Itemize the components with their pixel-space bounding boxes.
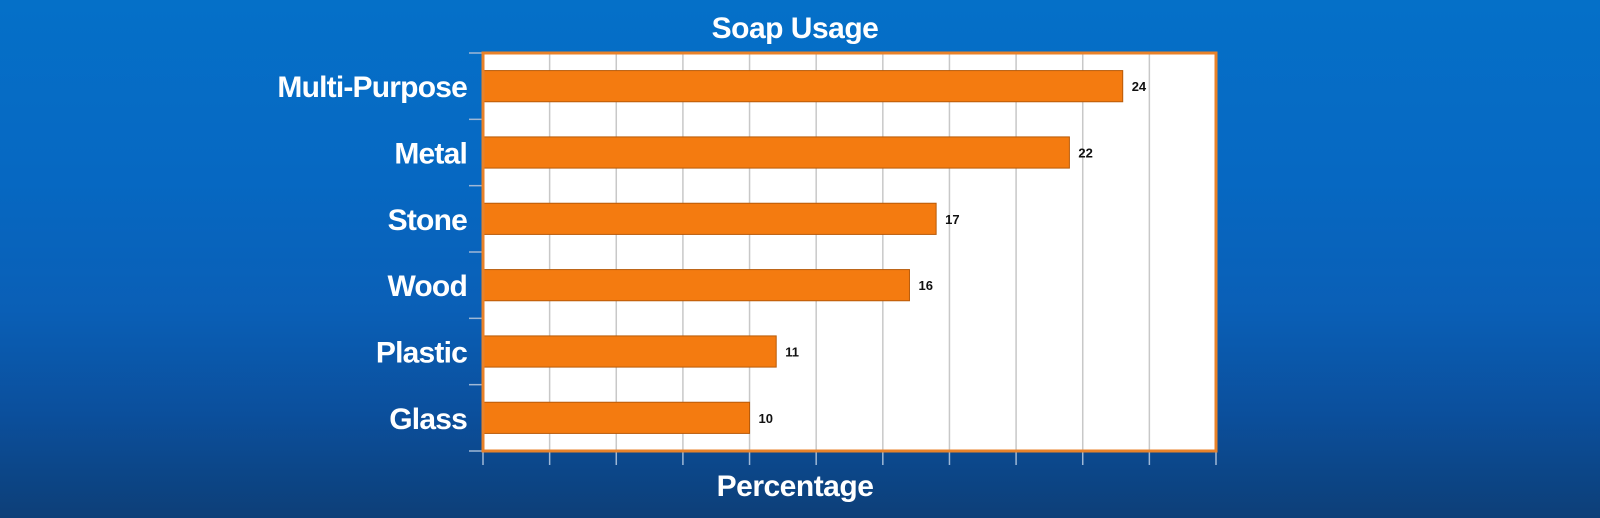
bar-wood <box>482 269 910 302</box>
category-label: Metal <box>394 138 467 171</box>
category-label: Multi-Purpose <box>277 71 467 104</box>
bar-stone <box>482 202 937 235</box>
category-label: Wood <box>387 270 467 303</box>
data-label: 11 <box>785 345 799 360</box>
x-axis-label: Percentage <box>717 470 874 503</box>
data-label: 24 <box>1132 79 1147 94</box>
plot-area <box>483 53 1216 451</box>
category-label: Glass <box>389 403 467 436</box>
data-labels: 24 22 17 16 11 10 <box>759 79 1147 426</box>
bar-multi-purpose <box>482 70 1124 103</box>
grid-lines <box>548 53 1151 451</box>
data-label: 22 <box>1078 146 1092 161</box>
axis-ticks <box>469 52 1217 465</box>
category-label: Plastic <box>376 337 467 370</box>
bars <box>482 70 1124 434</box>
chart-title: Soap Usage <box>712 12 879 45</box>
bar-metal <box>482 136 1070 169</box>
bar-glass <box>482 401 751 434</box>
data-label: 10 <box>759 411 773 426</box>
bar-plastic <box>482 335 777 368</box>
category-label: Stone <box>388 204 467 237</box>
data-label: 17 <box>945 212 959 227</box>
data-label: 16 <box>918 278 932 293</box>
plot-border <box>481 51 1218 453</box>
category-labels: Multi-Purpose Metal Stone Wood Plastic Glass <box>277 71 468 436</box>
